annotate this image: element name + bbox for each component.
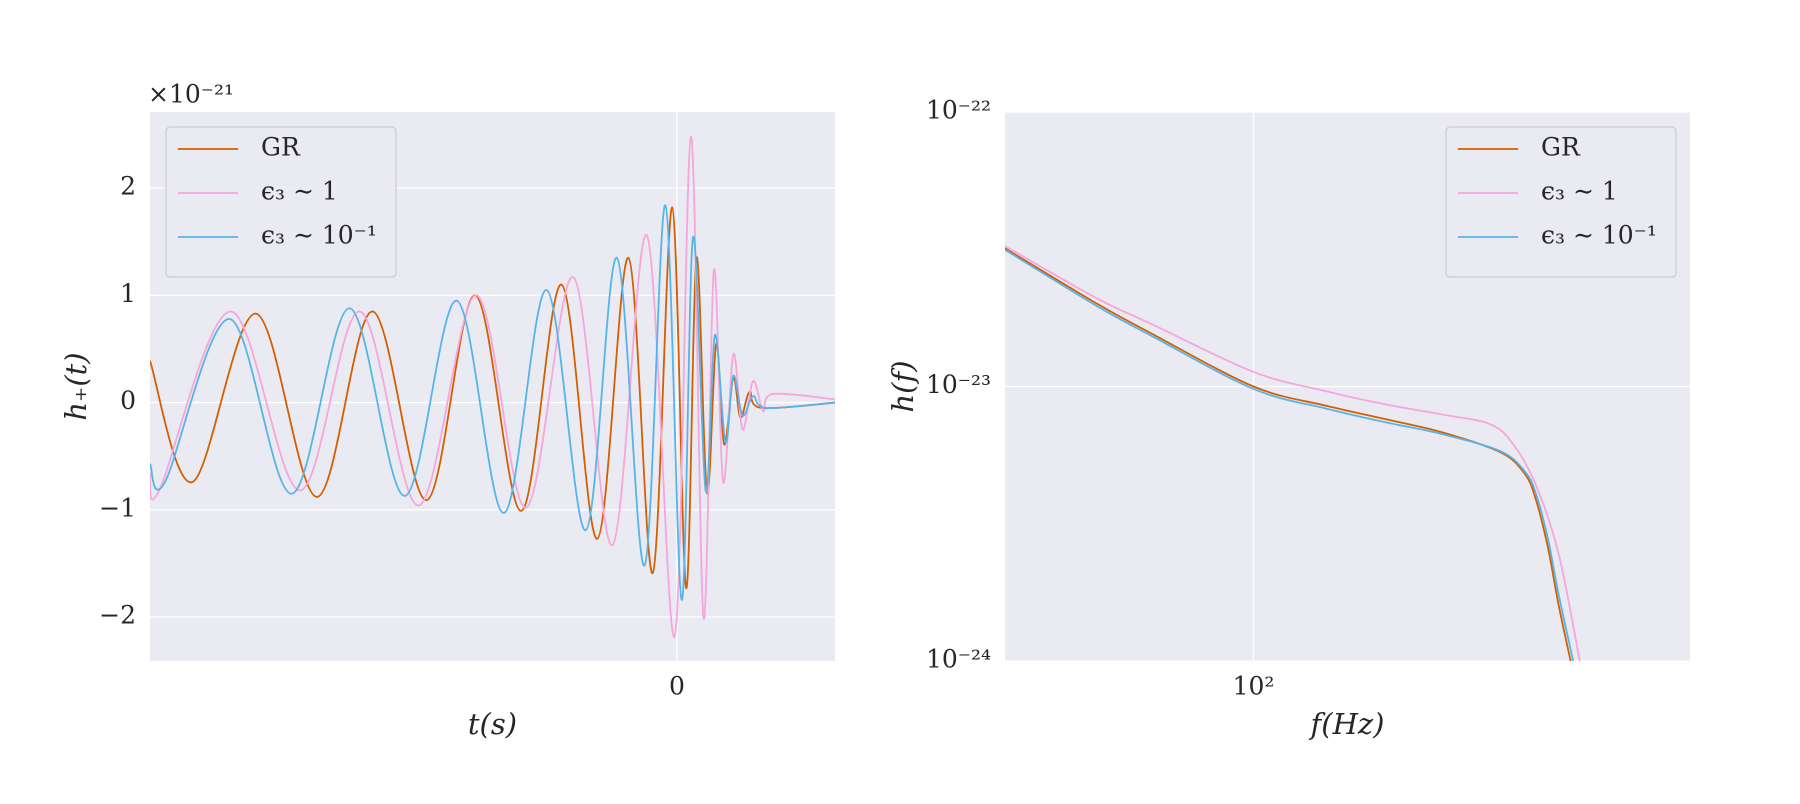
y-axis-label: h₊(t): [59, 352, 93, 420]
legend-label: ϵ₃ ∼ 10⁻¹: [1541, 221, 1657, 250]
x-tick-label: 0: [669, 672, 685, 701]
y-tick-label: 10⁻²³: [926, 370, 991, 399]
y-tick-label: −2: [99, 601, 136, 630]
legend-box: [1445, 126, 1677, 278]
y-tick-label: 0: [120, 386, 136, 415]
legend: GR ϵ₃ ∼ 1 ϵ₃ ∼ 10⁻¹: [165, 126, 397, 278]
legend-label: ϵ₃ ∼ 1: [261, 177, 338, 206]
data-line: [1005, 245, 1581, 661]
y-tick-label: 1: [120, 279, 136, 308]
legend-label: ϵ₃ ∼ 1: [1541, 177, 1618, 206]
data-line: [1005, 247, 1572, 661]
x-axis-label: f(Hz): [1309, 707, 1385, 741]
legend-label: ϵ₃ ∼ 10⁻¹: [261, 221, 377, 250]
legend-box: [165, 126, 397, 278]
axis-offset-label: ×10⁻²¹: [148, 80, 234, 109]
legend-label: GR: [261, 133, 301, 162]
legend-label: GR: [1541, 133, 1581, 162]
data-line: [150, 204, 835, 601]
y-tick-label: 10⁻²⁴: [926, 645, 991, 674]
y-tick-label: −1: [99, 493, 136, 522]
x-tick-label: 10²: [1233, 672, 1275, 701]
y-axis-label: h(f): [886, 360, 920, 412]
x-axis-label: t(s): [468, 707, 517, 741]
y-tick-label: 10⁻²²: [926, 96, 991, 125]
data-line: [1005, 248, 1575, 661]
legend: GR ϵ₃ ∼ 1 ϵ₃ ∼ 10⁻¹: [1445, 126, 1677, 278]
y-tick-label: 2: [120, 172, 136, 201]
